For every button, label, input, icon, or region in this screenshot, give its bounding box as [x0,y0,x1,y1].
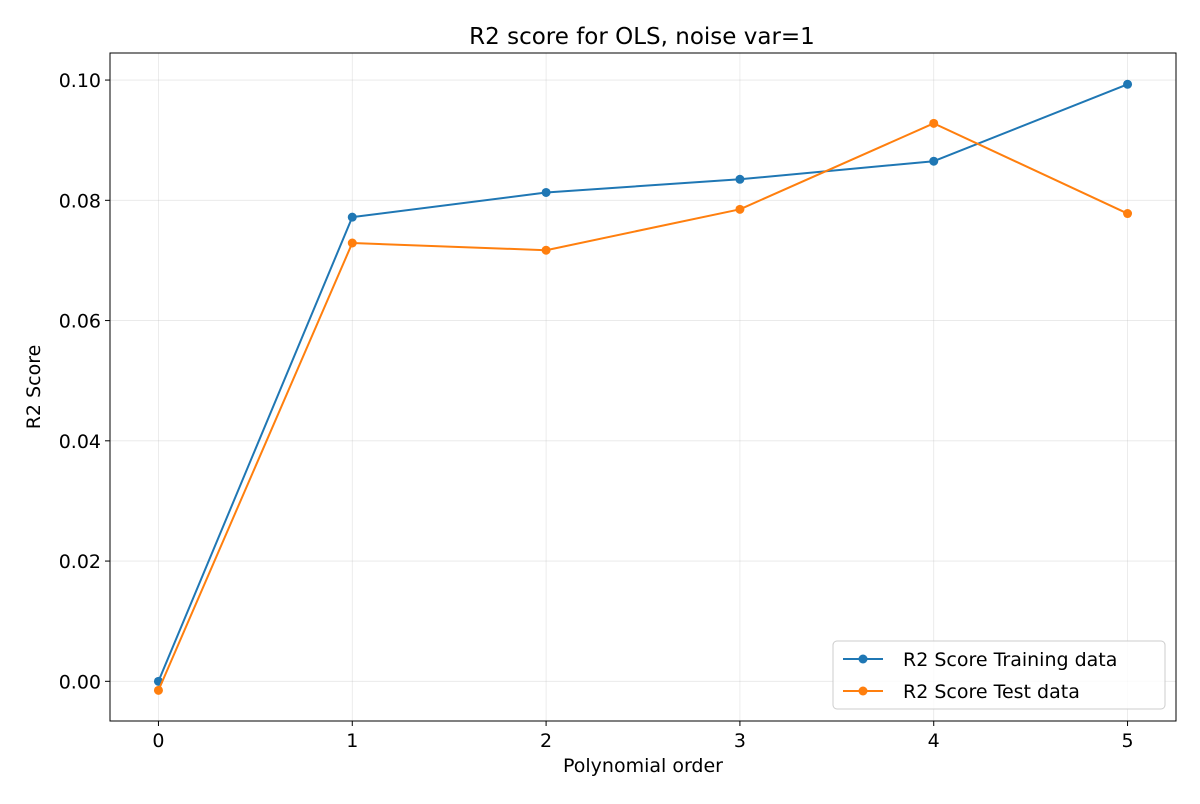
legend-item: R2 Score Training data [843,649,1117,671]
legend: R2 Score Training data R2 Score Test data [832,640,1166,710]
series-training [153,79,1133,686]
legend-swatch-marker [858,654,868,664]
data-point [347,238,357,248]
data-point [541,245,551,255]
y-axis-title: R2 Score [23,345,45,430]
x-tick-label: 0 [152,730,164,752]
x-tick-label: 2 [540,730,552,752]
x-axis-ticks: 0 1 2 3 4 5 [152,721,1134,752]
x-axis-title: Polynomial order [563,755,723,777]
x-tick-label: 5 [1121,730,1133,752]
data-point [153,685,163,695]
y-tick-label: 0.06 [59,311,101,333]
x-tick-label: 1 [346,730,358,752]
y-tick-label: 0.04 [59,431,101,453]
series-layer [153,79,1133,695]
series-line [157,122,1128,691]
data-point [735,174,745,184]
grid-lines [110,53,1176,721]
chart-title: R2 score for OLS, noise var=1 [469,24,815,50]
y-tick-label: 0.08 [59,190,101,212]
legend-label: R2 Score Training data [903,649,1117,671]
y-tick-label: 0.10 [59,70,101,92]
series-test [153,118,1133,695]
data-point [929,118,939,128]
series-line [157,83,1128,682]
data-point [347,212,357,222]
data-point [735,204,745,214]
y-tick-label: 0.02 [59,551,101,573]
legend-item: R2 Score Test data [843,681,1080,703]
legend-label: R2 Score Test data [903,681,1080,703]
legend-box [832,640,1166,710]
data-point [1123,79,1133,89]
x-tick-label: 3 [734,730,746,752]
data-point [929,156,939,166]
legend-swatch-marker [858,686,868,696]
plot-frame [109,52,1177,722]
y-axis-ticks: 0.00 0.02 0.04 0.06 0.08 0.10 [59,70,110,693]
x-tick-label: 4 [928,730,940,752]
data-point [1123,209,1133,219]
y-tick-label: 0.00 [59,671,101,693]
data-point [541,187,551,197]
